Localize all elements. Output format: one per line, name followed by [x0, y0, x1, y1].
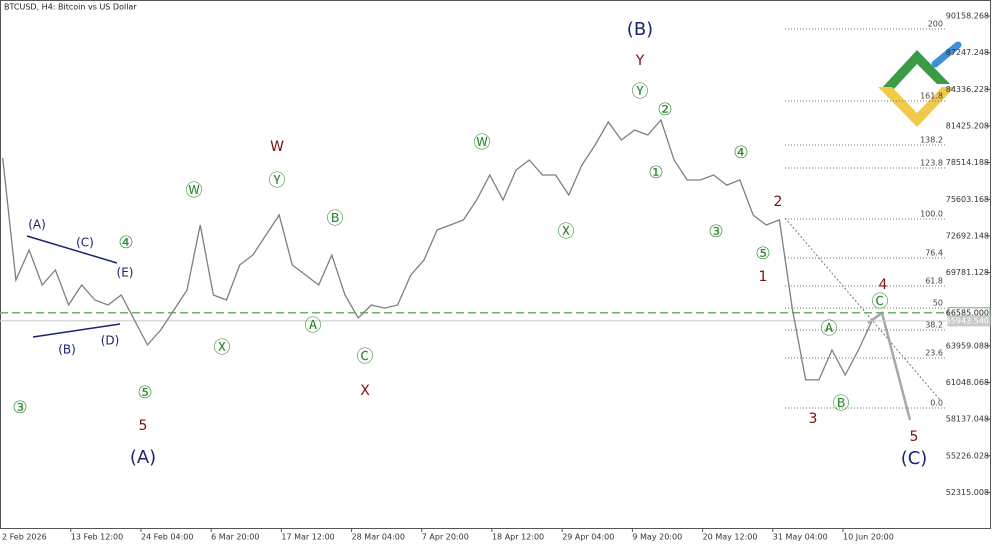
price-label: 65943.540 [946, 316, 989, 325]
wave-label: W [270, 139, 284, 155]
x-tick-label: 28 Mar 04:00 [352, 533, 405, 542]
wave-label: (A) [28, 218, 46, 232]
price-label: 66585.000 [946, 308, 989, 317]
y-tick-label: 61048.068 [946, 378, 989, 387]
wave-label: Ⓧ [214, 338, 231, 358]
logo [878, 41, 962, 127]
fib-label: 138.2 [920, 136, 943, 145]
wave-label: Ⓐ [821, 319, 838, 339]
wave-label: ② [657, 100, 672, 120]
plot-frame [0, 0, 991, 529]
triangle-lines [26, 235, 121, 338]
x-tick-label: 17 Mar 12:00 [281, 533, 334, 542]
fib-label: 123.8 [920, 158, 943, 167]
lower-trendline [32, 323, 121, 338]
x-tick-label: 20 May 12:00 [703, 533, 758, 542]
wave-label: Ⓨ [269, 171, 286, 191]
plot: 90158.268 87247.248 84336.228 81425.208 7851… [0, 12, 991, 542]
fib-label: 161.8 [920, 91, 943, 100]
x-tick-label: 2 Feb 2026 [2, 533, 47, 542]
x-tick-label: 7 Apr 20:00 [422, 533, 469, 542]
wave-label: Ⓒ [357, 347, 374, 367]
x-tick-label: 24 Feb 04:00 [141, 533, 193, 542]
wave-label: (C) [901, 448, 928, 469]
wave-label: (A) [130, 447, 156, 468]
y-tick-label: 72692.148 [946, 231, 989, 240]
x-tick-label: 10 Jun 20:00 [843, 533, 894, 542]
wave-label: (E) [117, 266, 134, 280]
x-tick-label: 13 Feb 12:00 [71, 533, 123, 542]
wave-label: ④ [118, 233, 133, 253]
wave-label: Ⓐ [305, 316, 322, 336]
y-tick-label: 55226.028 [946, 451, 989, 460]
price-box [947, 315, 991, 327]
fib-label: 61.8 [925, 277, 943, 286]
fib-label: 76.4 [925, 248, 943, 257]
x-tick-label: 6 Mar 20:00 [211, 533, 259, 542]
fib-label: 38.2 [925, 320, 943, 329]
fib-label: 23.6 [925, 349, 943, 358]
wave-label: Ⓑ [327, 209, 344, 229]
wave-label: Ⓨ [632, 82, 649, 102]
wave-label: ④ [733, 143, 748, 163]
wave-label: (B) [58, 343, 76, 357]
wave-label: Y [635, 53, 645, 69]
wave-label: Ⓦ [186, 181, 203, 201]
wave-label: ⑤ [137, 383, 152, 403]
y-tick-label: 78514.188 [946, 158, 989, 167]
y-tick-label: 52315.008 [946, 488, 989, 497]
y-tick-label: 84336.228 [946, 85, 989, 94]
wave-label: 2 [774, 194, 783, 210]
wave-label: 5 [139, 418, 148, 434]
y-tick-label: 87247.248 [946, 48, 989, 57]
upper-trendline [26, 235, 118, 264]
wave-label: 5 [910, 429, 919, 445]
wave-label: (B) [627, 19, 653, 40]
y-tick-label: 90158.268 [946, 12, 989, 21]
wave-label: Ⓒ [872, 292, 889, 312]
y-tick-label: 75603.168 [946, 195, 989, 204]
x-tick-label: 18 Apr 12:00 [492, 533, 544, 542]
x-tick-label: 31 May 04:00 [773, 533, 828, 542]
y-tick-label: 63959.088 [946, 341, 989, 350]
wave-label: Ⓧ [558, 222, 575, 242]
y-tick-label: 81425.208 [946, 121, 989, 130]
wave-label: ③ [708, 222, 723, 242]
x-tick-label: 9 May 20:00 [632, 533, 682, 542]
wave-label: (D) [101, 334, 120, 348]
fib-label: 0.0 [930, 399, 943, 408]
x-tick-label: 29 Apr 04:00 [562, 533, 614, 542]
wave-label: 1 [759, 269, 768, 285]
fib-label: 50 [933, 299, 943, 308]
wave-label: 4 [879, 277, 888, 293]
y-tick-label: 69781.128 [946, 268, 989, 277]
wave-label: (C) [76, 236, 94, 250]
wave-label: Ⓑ [833, 394, 850, 414]
chart-title: BTCUSD, H4: Bitcoin vs US Dollar [4, 3, 137, 12]
fib-label: 100.0 [920, 210, 943, 219]
wave-label: X [360, 383, 370, 399]
y-tick-label: 58137.048 [946, 415, 989, 424]
wave-label: 3 [809, 411, 818, 427]
wave-label: Ⓦ [474, 133, 491, 153]
price-line-series [2, 118, 873, 381]
wave-label: ③ [12, 398, 27, 418]
wave-label: ⑤ [755, 244, 770, 264]
fib-label: 200 [928, 19, 943, 28]
wave-label: ① [648, 163, 663, 183]
